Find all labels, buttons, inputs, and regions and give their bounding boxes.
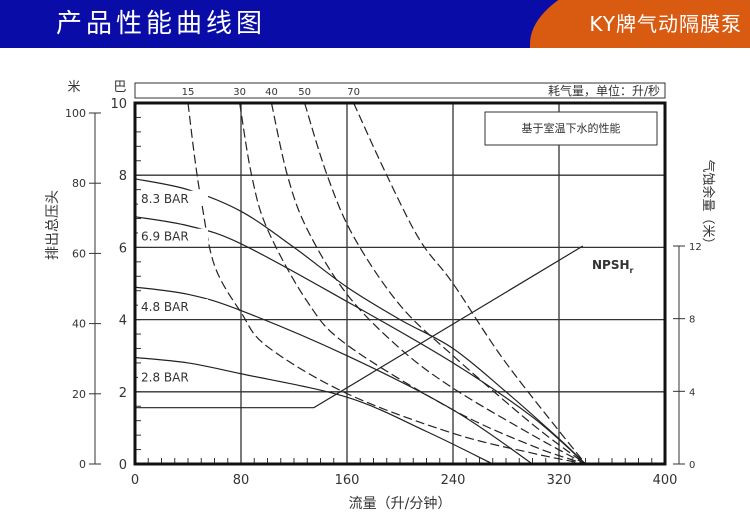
- air-tick-label: 30: [233, 87, 246, 98]
- page-title: 产品性能曲线图: [56, 9, 267, 39]
- y-axis-title-left: 排出总压头: [45, 190, 61, 260]
- y-tick-label-bar: 0: [119, 458, 127, 473]
- pressure-curve: [134, 178, 586, 465]
- air-curve-40: [270, 102, 586, 465]
- air-tick-label: 40: [265, 87, 278, 98]
- pressure-label-bg: [138, 228, 208, 244]
- x-tick-label: 160: [335, 473, 360, 488]
- unit-meter: 米: [67, 80, 80, 95]
- y-tick-label-bar: 2: [119, 386, 127, 401]
- x-tick-label: 240: [441, 473, 466, 488]
- y-tick-label-meter: 0: [79, 458, 86, 471]
- y-axis-title-right: 气蚀余量（米）: [700, 159, 716, 250]
- y-tick-label-meter: 20: [72, 388, 86, 401]
- x-tick-label: 320: [547, 473, 572, 488]
- air-axis-box: [134, 82, 666, 99]
- pressure-label-bg: [138, 369, 208, 385]
- air-curve-15: [187, 102, 586, 465]
- grid: [135, 103, 665, 464]
- air-curve-30: [239, 102, 586, 465]
- axes: 0 80 160 240 320 4000246810020406080100048121…: [65, 87, 702, 488]
- y-tick-label-meter: 80: [72, 177, 86, 190]
- y-tick-label-right: 4: [689, 387, 695, 398]
- pressure-label: 4.8 BAR: [141, 300, 189, 314]
- note-text: 基于室温下水的性能: [522, 121, 621, 135]
- x-tick-label: 80: [233, 473, 250, 488]
- plot-frame: [133, 101, 667, 466]
- y-tick-label-meter: 60: [72, 247, 86, 260]
- pressure-label: 8.3 BAR: [141, 192, 189, 206]
- y-tick-label-meter: 100: [65, 107, 86, 120]
- x-tick-label: 0: [131, 473, 139, 488]
- brand-name: KY牌气动隔膜泵: [589, 12, 742, 36]
- x-axis-title: 流量（升/分钟）: [349, 495, 452, 512]
- pressure-label: 2.8 BAR: [141, 371, 189, 385]
- pressure-curve: [134, 216, 586, 465]
- y-tick-label-right: 12: [689, 242, 702, 253]
- air-axis-label: 耗气量，单位：升/秒: [548, 83, 660, 98]
- pressure-label: 6.9 BAR: [141, 230, 189, 244]
- pressure-curve: [134, 356, 494, 465]
- y-tick-label-bar: 10: [110, 97, 127, 112]
- note-box: [484, 111, 658, 146]
- air-tick-label: 70: [347, 87, 360, 98]
- air-curve-50: [304, 102, 586, 465]
- y-tick-label-bar: 4: [119, 314, 127, 329]
- curves: 8.3 BAR 6.9 BAR 4.8 BAR 2.8 BAR: [134, 102, 586, 465]
- air-tick-label: 50: [298, 87, 311, 98]
- npshr-label: NPSHr: [592, 258, 634, 275]
- unit-bar: 巴: [113, 80, 126, 95]
- npshr-curve: [135, 245, 584, 409]
- pressure-label-bg: [138, 190, 208, 206]
- y-tick-label-meter: 40: [72, 318, 86, 331]
- brand-background: [530, 0, 750, 48]
- y-tick-label-right: 0: [689, 460, 695, 471]
- air-curve-70: [353, 102, 586, 465]
- x-tick-label: 400: [653, 473, 678, 488]
- header-banner: 产品性能曲线图 KY牌气动隔膜泵: [0, 0, 750, 48]
- pressure-label-bg: [138, 299, 208, 315]
- pressure-curve: [134, 286, 533, 465]
- y-tick-label-right: 8: [689, 315, 695, 326]
- air-tick-label: 15: [182, 87, 195, 98]
- y-tick-label-bar: 8: [119, 169, 127, 184]
- y-tick-label-bar: 6: [119, 241, 127, 256]
